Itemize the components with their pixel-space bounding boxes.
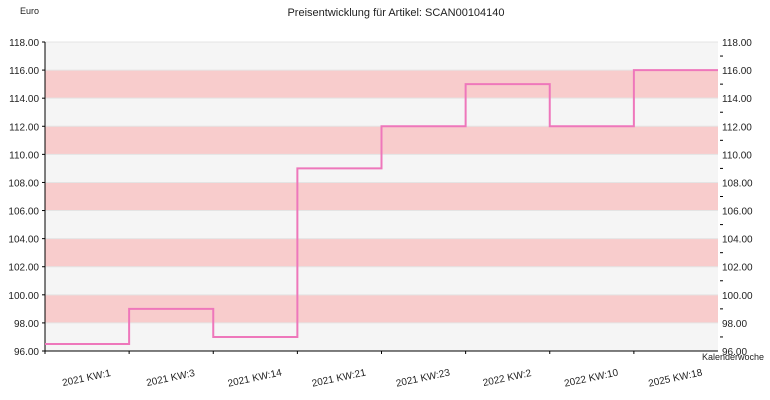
band [45, 210, 718, 239]
y-tick-label-right: 104.00 [722, 235, 753, 246]
x-tick-label: 2025 KW:18 [647, 367, 703, 389]
y-tick-label-right: 116.00 [722, 66, 752, 77]
y-tick-label-right: 108.00 [722, 178, 753, 189]
y-tick-label: 104.00 [8, 235, 39, 246]
x-tick-label: 2021 KW:23 [395, 367, 451, 389]
y-tick-label-right: 110.00 [722, 150, 752, 161]
y-tick-label-right: 112.00 [722, 122, 752, 133]
y-tick-label: 96.00 [14, 347, 39, 358]
x-axis-ticks: 2021 KW:1 2021 KW:3 2021 KW:14 2021 KW:21 20… [44, 351, 704, 390]
band [45, 42, 718, 71]
y-tick-label: 118.00 [9, 38, 39, 49]
y-tick-label-right: 114.00 [722, 94, 752, 105]
y-tick-label-right: 96.00 [722, 347, 747, 358]
y-tick-label: 102.00 [8, 263, 39, 274]
y-tick-label: 108.00 [8, 178, 39, 189]
band [45, 70, 718, 99]
band [45, 98, 718, 127]
chart-title: Preisentwicklung für Artikel: SCAN001041… [287, 7, 504, 19]
y-tick-label: 98.00 [14, 319, 39, 330]
y-tick-label: 112.00 [9, 122, 39, 133]
x-tick-label: 2022 KW:10 [563, 367, 619, 389]
x-tick-label: 2021 KW:21 [311, 367, 367, 389]
x-tick-label: 2021 KW:1 [61, 368, 112, 389]
y-tick-label: 114.00 [9, 94, 39, 105]
y-axis-ticks-right: 96.00 98.00 100.00 102.00 104.00 106.00 108.00… [720, 38, 753, 358]
background-bands [45, 42, 718, 351]
y-tick-label-right: 98.00 [722, 319, 747, 330]
band [45, 322, 718, 351]
y-tick-label-right: 102.00 [722, 263, 753, 274]
y-axis-label: Euro [20, 6, 39, 16]
x-tick-label: 2021 KW:14 [227, 367, 283, 389]
price-series [45, 69, 718, 345]
y-tick-label: 116.00 [9, 66, 39, 77]
y-axis-ticks-left: 96.00 98.00 100.00 102.00 104.00 106.00 108.00… [8, 38, 45, 358]
x-tick-label: 2022 KW:2 [482, 368, 533, 389]
x-axis-label: Kalenderwoche [702, 352, 764, 362]
band [45, 266, 718, 295]
band [45, 182, 718, 211]
band [45, 238, 718, 267]
series-step-line [45, 69, 718, 345]
y-tick-label-right: 100.00 [722, 291, 753, 302]
y-tick-label: 106.00 [8, 207, 39, 218]
y-tick-label-right: 118.00 [722, 38, 752, 49]
y-tick-label: 110.00 [9, 150, 39, 161]
y-tick-label: 100.00 [8, 291, 39, 302]
x-tick-label: 2021 KW:3 [145, 368, 196, 389]
y-tick-label-right: 106.00 [722, 207, 753, 218]
